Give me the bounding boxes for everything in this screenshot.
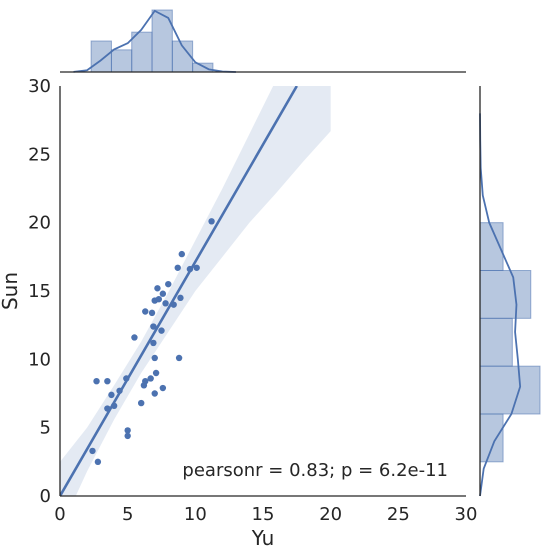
x-tick-label: 0 <box>54 504 65 525</box>
data-point <box>124 432 131 440</box>
marginal-y-kde-curve <box>479 113 522 497</box>
data-point <box>193 264 200 271</box>
x-tick-label: 5 <box>122 504 133 525</box>
marginal-y-bar <box>479 413 504 463</box>
data-point <box>186 265 194 273</box>
data-point <box>148 309 156 317</box>
y-tick-label: 20 <box>28 213 51 234</box>
x-tick-label: 15 <box>252 504 275 525</box>
data-point <box>174 264 181 271</box>
marginal-y-bar <box>479 365 541 415</box>
data-point <box>152 369 160 377</box>
main-plot-panel: 0 5 10 15 20 25 30 0 5 10 15 20 25 30 Yu Sun pearson… <box>0 76 477 546</box>
data-point <box>175 354 183 362</box>
marginal-x-panel <box>60 9 466 73</box>
data-point <box>104 405 111 412</box>
regression-line <box>60 86 298 496</box>
marginal-y-bar <box>479 317 513 367</box>
marginal-y-histogram <box>479 222 541 463</box>
data-point <box>142 378 149 385</box>
data-point <box>178 250 185 258</box>
data-point <box>177 294 184 302</box>
y-tick-label: 30 <box>28 76 51 97</box>
y-tick-label: 0 <box>40 486 51 507</box>
data-point <box>155 296 162 303</box>
data-point <box>93 378 100 385</box>
data-point <box>165 280 172 288</box>
y-tick-labels: 0 5 10 15 20 25 30 <box>28 76 51 507</box>
scatter-points <box>89 218 215 466</box>
x-tick-labels: 0 5 10 15 20 25 30 <box>54 504 477 525</box>
data-point <box>151 354 158 362</box>
data-point <box>104 378 111 385</box>
data-point <box>124 427 131 434</box>
x-tick-label: 20 <box>319 504 342 525</box>
data-point <box>151 390 158 397</box>
data-point <box>123 375 130 382</box>
data-point <box>159 290 167 297</box>
y-axis-label: Sun <box>0 272 22 310</box>
data-point <box>150 339 157 347</box>
marginal-y-panel <box>479 86 541 497</box>
marginal-y-bar <box>479 270 532 319</box>
data-point <box>162 300 169 307</box>
data-point <box>159 384 167 392</box>
data-point <box>147 375 154 382</box>
y-tick-label: 15 <box>28 281 51 302</box>
data-point <box>108 391 115 399</box>
data-point <box>116 387 123 394</box>
x-axis-label: Yu <box>251 526 275 546</box>
x-tick-label: 25 <box>387 504 410 525</box>
marginal-x-bar <box>131 31 153 73</box>
data-point <box>150 323 157 330</box>
marginal-x-bar <box>90 40 112 73</box>
marginal-x-histogram <box>90 9 214 73</box>
data-point <box>154 285 161 292</box>
data-point <box>110 402 118 409</box>
data-point <box>131 334 138 341</box>
data-point <box>138 399 145 407</box>
y-tick-label: 5 <box>40 418 51 439</box>
marginal-x-bar <box>110 49 133 73</box>
data-point <box>208 218 215 225</box>
x-tick-label: 30 <box>455 504 478 525</box>
data-point <box>142 308 149 315</box>
marginal-x-kde-curve <box>73 9 236 73</box>
marginal-x-bar <box>192 62 214 73</box>
y-tick-label: 10 <box>28 349 51 370</box>
data-point <box>170 301 177 308</box>
correlation-annotation: pearsonr = 0.83; p = 6.2e-11 <box>182 460 448 481</box>
y-tick-label: 25 <box>28 144 51 165</box>
data-point <box>89 447 96 455</box>
data-point <box>94 458 102 466</box>
data-point <box>158 327 165 334</box>
x-tick-label: 10 <box>184 504 207 525</box>
confidence-band <box>60 86 331 496</box>
